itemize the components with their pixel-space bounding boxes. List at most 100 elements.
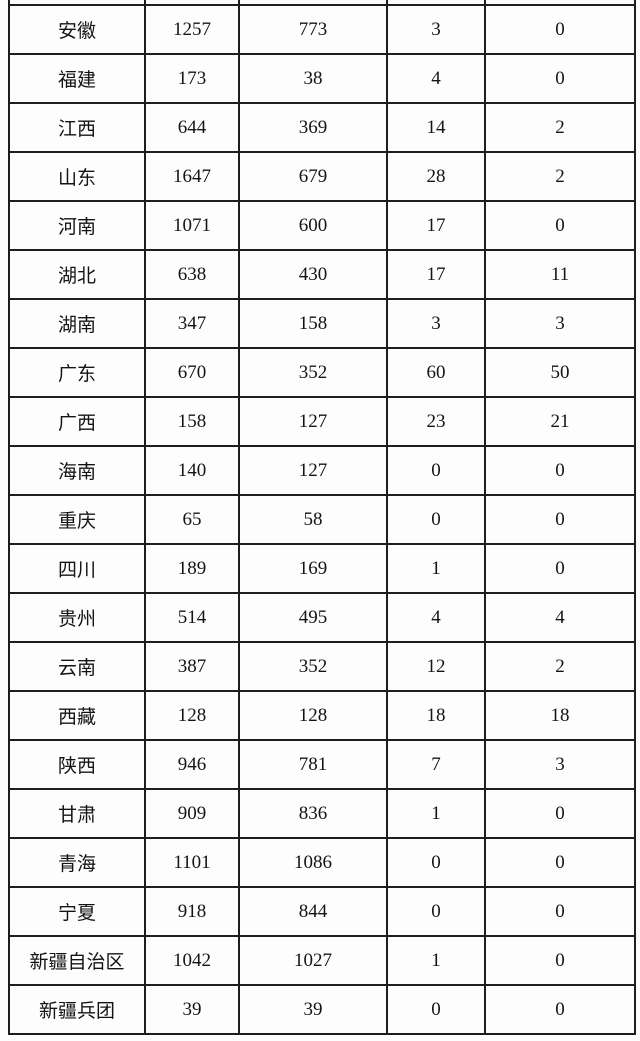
region-cell: 四川 bbox=[8, 543, 146, 594]
region-cell: 江西 bbox=[8, 102, 146, 153]
table-row: 湖北 638 430 17 11 bbox=[8, 249, 636, 300]
value-cell: 158 bbox=[238, 298, 388, 349]
table-row: 贵州 514 495 4 4 bbox=[8, 592, 636, 643]
value-cell: 0 bbox=[484, 984, 636, 1035]
value-cell: 7 bbox=[386, 739, 486, 790]
value-cell: 17 bbox=[386, 200, 486, 251]
value-cell: 1101 bbox=[144, 837, 240, 888]
region-cell: 福建 bbox=[8, 53, 146, 104]
value-cell: 514 bbox=[144, 592, 240, 643]
value-cell: 495 bbox=[238, 592, 388, 643]
value-cell: 0 bbox=[484, 886, 636, 937]
region-cell: 山东 bbox=[8, 151, 146, 202]
table-row: 山东 1647 679 28 2 bbox=[8, 151, 636, 202]
table-body: 安徽 1257 773 3 0 福建 173 38 4 0 江西 644 369 14 2 山东 1647 679… bbox=[8, 0, 636, 1035]
table-row: 江西 644 369 14 2 bbox=[8, 102, 636, 153]
clipped-cell bbox=[144, 0, 240, 6]
value-cell: 0 bbox=[484, 4, 636, 55]
clipped-cell bbox=[8, 0, 146, 6]
value-cell: 14 bbox=[386, 102, 486, 153]
region-cell: 西藏 bbox=[8, 690, 146, 741]
value-cell: 1042 bbox=[144, 935, 240, 986]
value-cell: 844 bbox=[238, 886, 388, 937]
value-cell: 3 bbox=[484, 739, 636, 790]
region-cell: 湖南 bbox=[8, 298, 146, 349]
region-cell: 青海 bbox=[8, 837, 146, 888]
table-row: 安徽 1257 773 3 0 bbox=[8, 4, 636, 55]
value-cell: 0 bbox=[484, 543, 636, 594]
region-cell: 贵州 bbox=[8, 592, 146, 643]
value-cell: 173 bbox=[144, 53, 240, 104]
value-cell: 670 bbox=[144, 347, 240, 398]
region-cell: 河南 bbox=[8, 200, 146, 251]
value-cell: 909 bbox=[144, 788, 240, 839]
value-cell: 58 bbox=[238, 494, 388, 545]
table-row: 海南 140 127 0 0 bbox=[8, 445, 636, 496]
clipped-cell bbox=[386, 0, 486, 6]
value-cell: 0 bbox=[484, 445, 636, 496]
value-cell: 0 bbox=[484, 494, 636, 545]
value-cell: 4 bbox=[386, 53, 486, 104]
region-cell: 广东 bbox=[8, 347, 146, 398]
value-cell: 352 bbox=[238, 641, 388, 692]
table-row: 云南 387 352 12 2 bbox=[8, 641, 636, 692]
value-cell: 0 bbox=[484, 837, 636, 888]
value-cell: 65 bbox=[144, 494, 240, 545]
table-row: 四川 189 169 1 0 bbox=[8, 543, 636, 594]
value-cell: 3 bbox=[386, 4, 486, 55]
province-table: 安徽 1257 773 3 0 福建 173 38 4 0 江西 644 369 14 2 山东 1647 679… bbox=[8, 0, 636, 1035]
table-row: 甘肃 909 836 1 0 bbox=[8, 788, 636, 839]
value-cell: 644 bbox=[144, 102, 240, 153]
value-cell: 3 bbox=[386, 298, 486, 349]
region-cell: 新疆自治区 bbox=[8, 935, 146, 986]
value-cell: 50 bbox=[484, 347, 636, 398]
value-cell: 1 bbox=[386, 935, 486, 986]
clipped-top-row bbox=[8, 0, 636, 6]
value-cell: 17 bbox=[386, 249, 486, 300]
value-cell: 189 bbox=[144, 543, 240, 594]
value-cell: 352 bbox=[238, 347, 388, 398]
value-cell: 0 bbox=[386, 494, 486, 545]
value-cell: 918 bbox=[144, 886, 240, 937]
value-cell: 1071 bbox=[144, 200, 240, 251]
region-cell: 云南 bbox=[8, 641, 146, 692]
value-cell: 430 bbox=[238, 249, 388, 300]
value-cell: 1 bbox=[386, 788, 486, 839]
table-row: 重庆 65 58 0 0 bbox=[8, 494, 636, 545]
table-row: 河南 1071 600 17 0 bbox=[8, 200, 636, 251]
value-cell: 38 bbox=[238, 53, 388, 104]
table-row: 湖南 347 158 3 3 bbox=[8, 298, 636, 349]
value-cell: 0 bbox=[386, 984, 486, 1035]
region-cell: 海南 bbox=[8, 445, 146, 496]
value-cell: 1027 bbox=[238, 935, 388, 986]
table-row: 广西 158 127 23 21 bbox=[8, 396, 636, 447]
value-cell: 11 bbox=[484, 249, 636, 300]
value-cell: 347 bbox=[144, 298, 240, 349]
value-cell: 127 bbox=[238, 396, 388, 447]
value-cell: 387 bbox=[144, 641, 240, 692]
value-cell: 0 bbox=[386, 445, 486, 496]
value-cell: 1647 bbox=[144, 151, 240, 202]
value-cell: 127 bbox=[238, 445, 388, 496]
value-cell: 0 bbox=[484, 200, 636, 251]
value-cell: 140 bbox=[144, 445, 240, 496]
value-cell: 781 bbox=[238, 739, 388, 790]
region-cell: 新疆兵团 bbox=[8, 984, 146, 1035]
value-cell: 0 bbox=[484, 935, 636, 986]
value-cell: 638 bbox=[144, 249, 240, 300]
value-cell: 23 bbox=[386, 396, 486, 447]
value-cell: 2 bbox=[484, 641, 636, 692]
value-cell: 4 bbox=[484, 592, 636, 643]
value-cell: 600 bbox=[238, 200, 388, 251]
value-cell: 28 bbox=[386, 151, 486, 202]
region-cell: 重庆 bbox=[8, 494, 146, 545]
table-row: 广东 670 352 60 50 bbox=[8, 347, 636, 398]
table-row: 青海 1101 1086 0 0 bbox=[8, 837, 636, 888]
value-cell: 128 bbox=[144, 690, 240, 741]
value-cell: 12 bbox=[386, 641, 486, 692]
table-row: 新疆兵团 39 39 0 0 bbox=[8, 984, 636, 1035]
value-cell: 1257 bbox=[144, 4, 240, 55]
value-cell: 128 bbox=[238, 690, 388, 741]
value-cell: 60 bbox=[386, 347, 486, 398]
